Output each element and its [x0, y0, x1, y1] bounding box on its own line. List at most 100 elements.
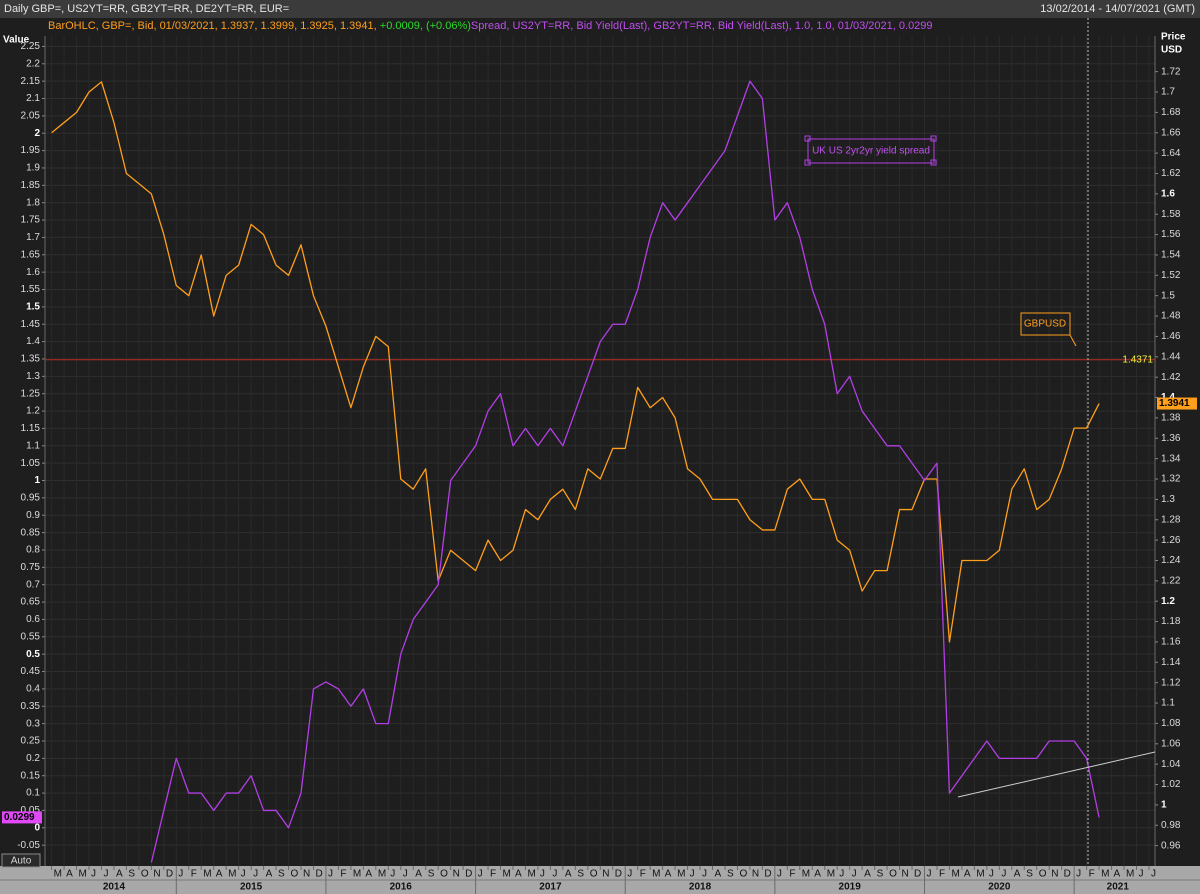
x-tick-label: D: [764, 869, 771, 880]
y-tick-label: 1.45: [21, 319, 41, 330]
reference-label: 1.4371: [1122, 354, 1153, 365]
y-tick-label: 1.15: [21, 423, 41, 434]
y-tick-label: 1.7: [26, 232, 40, 243]
y-tick-label: 0.8: [26, 545, 40, 556]
last-value-label: 1.3941: [1159, 398, 1190, 409]
y-tick-label: 1: [34, 475, 40, 486]
x-tick-label: M: [378, 869, 386, 880]
y2-tick-label: 0.98: [1161, 820, 1181, 831]
x-tick-label: J: [478, 869, 483, 880]
x-tick-label: J: [91, 869, 96, 880]
x-tick-label: F: [191, 869, 197, 880]
x-tick-label: D: [465, 869, 472, 880]
y2-axis-label: USD: [1161, 45, 1182, 56]
y-tick-label: 2.15: [21, 76, 41, 87]
y-tick-label: 0.3: [26, 718, 40, 729]
y2-tick-label: 1.7: [1161, 87, 1175, 98]
x-tick-label: J: [927, 869, 932, 880]
x-tick-label: M: [951, 869, 959, 880]
y-tick-label: 1.55: [21, 284, 41, 295]
x-tick-label: D: [1064, 869, 1071, 880]
y2-tick-label: 1: [1161, 800, 1167, 811]
y-tick-label: 2.2: [26, 58, 40, 69]
y-tick-label: 0.45: [21, 666, 41, 677]
annotation-text: UK US 2yr2yr yield spread: [812, 146, 930, 157]
legend-entry: BarOHLC, GBP=, Bid, 01/03/2021, 1.3937, …: [48, 20, 380, 32]
y2-tick-label: 1.56: [1161, 229, 1181, 240]
y-tick-label: 0.55: [21, 631, 41, 642]
x-tick-label: M: [203, 869, 211, 880]
x-tick-label: A: [116, 869, 123, 880]
x-tick-label: J: [777, 869, 782, 880]
x-tick-label: J: [702, 869, 707, 880]
x-tick-label: N: [1051, 869, 1058, 880]
x-tick-label: J: [390, 869, 395, 880]
x-tick-label: O: [889, 869, 897, 880]
x-tick-label: A: [1014, 869, 1021, 880]
y-tick-label: 1.3: [26, 371, 40, 382]
y2-tick-label: 1.18: [1161, 616, 1181, 627]
trend-line: [957, 751, 1156, 798]
x-tick-label: J: [552, 869, 557, 880]
annotation-handle: [930, 159, 937, 166]
annotation-handle: [804, 135, 811, 142]
x-tick-label: S: [128, 869, 135, 880]
x-tick-label: D: [315, 869, 322, 880]
last-value-label: 0.0299: [4, 812, 35, 823]
y2-tick-label: 1.1: [1161, 698, 1175, 709]
y-tick-label: 0.95: [21, 493, 41, 504]
x-tick-label: M: [503, 869, 511, 880]
y2-tick-label: 1.34: [1161, 453, 1181, 464]
y2-tick-label: 1.52: [1161, 270, 1181, 281]
x-tick-label: J: [852, 869, 857, 880]
legend-entry: +0.0009, (+0.06%): [380, 20, 471, 32]
x-tick-label: O: [141, 869, 149, 880]
x-tick-label: O: [739, 869, 747, 880]
x-tick-label: F: [340, 869, 346, 880]
y2-tick-label: 1.32: [1161, 474, 1181, 485]
y2-tick-label: 1.2: [1161, 596, 1175, 607]
x-tick-label: A: [515, 869, 522, 880]
x-tick-label: A: [715, 869, 722, 880]
y2-tick-label: 1.36: [1161, 433, 1181, 444]
x-tick-label: J: [1076, 869, 1081, 880]
x-tick-label: F: [789, 869, 795, 880]
y2-tick-label: 1.28: [1161, 514, 1181, 525]
year-label: 2018: [689, 882, 712, 893]
x-tick-label: F: [490, 869, 496, 880]
x-tick-label: F: [939, 869, 945, 880]
x-tick-label: M: [1126, 869, 1134, 880]
y-tick-label: 0.35: [21, 701, 41, 712]
x-tick-label: N: [902, 869, 909, 880]
y2-tick-label: 1.26: [1161, 535, 1181, 546]
y2-tick-label: 1.06: [1161, 738, 1181, 749]
x-tick-label: F: [640, 869, 646, 880]
y-tick-label: 1.6: [26, 267, 40, 278]
y-tick-label: 0.65: [21, 597, 41, 608]
x-tick-label: M: [652, 869, 660, 880]
y2-tick-label: 1.12: [1161, 677, 1181, 688]
y2-tick-label: 1.22: [1161, 575, 1181, 586]
x-tick-label: J: [1001, 869, 1006, 880]
y-tick-label: 0.75: [21, 562, 41, 573]
y2-tick-label: 1.3: [1161, 494, 1175, 505]
x-tick-label: N: [453, 869, 460, 880]
x-tick-label: J: [328, 869, 333, 880]
auto-button[interactable]: [1, 853, 41, 868]
y-tick-label: 1.95: [21, 145, 41, 156]
x-tick-label: J: [989, 869, 994, 880]
y2-tick-label: 1.48: [1161, 311, 1181, 322]
x-tick-label: M: [228, 869, 236, 880]
auto-button-label[interactable]: Auto: [11, 856, 32, 867]
x-tick-label: S: [877, 869, 884, 880]
x-tick-label: J: [839, 869, 844, 880]
y-tick-label: 0.4: [26, 684, 40, 695]
annotation-box: [807, 138, 935, 164]
x-tick-label: S: [278, 869, 285, 880]
date-range: 13/02/2014 - 14/07/2021 (GMT): [1040, 3, 1195, 15]
x-tick-label: N: [153, 869, 160, 880]
x-tick-label: O: [440, 869, 448, 880]
x-tick-label: M: [827, 869, 835, 880]
x-tick-label: J: [1151, 869, 1156, 880]
y-tick-label: 1.85: [21, 180, 41, 191]
